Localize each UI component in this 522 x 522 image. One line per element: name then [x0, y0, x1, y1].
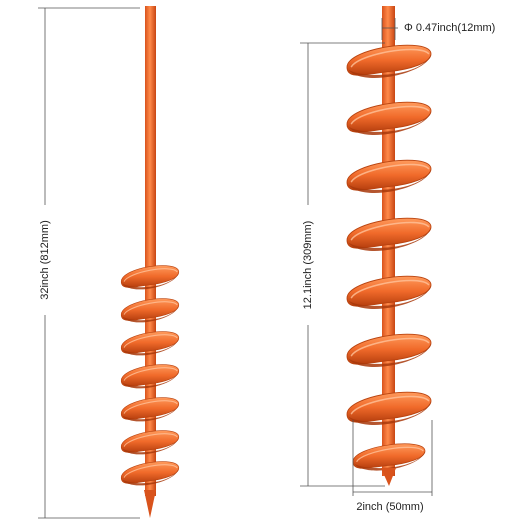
- spiral-width-label: 2inch (50mm): [356, 501, 423, 513]
- label-bg: [39, 205, 51, 315]
- shaft: [145, 6, 156, 496]
- diameter-label: Φ 0.47inch(12mm): [404, 22, 495, 34]
- length-label: 32inch (812mm): [39, 220, 51, 299]
- left-auger: [120, 6, 180, 518]
- tip: [381, 468, 396, 486]
- label-bg: [302, 205, 314, 325]
- spiral-length-dimension: 12.1inch (309mm): [300, 42, 385, 487]
- spiral-length-label: 12.1inch (309mm): [302, 221, 314, 310]
- length-dimension: 32inch (812mm): [38, 7, 140, 519]
- diameter-dimension: Φ 0.47inch(12mm): [381, 18, 495, 40]
- tip: [144, 490, 156, 518]
- spiral-width-dimension: 2inch (50mm): [352, 420, 433, 513]
- right-auger: [346, 6, 432, 486]
